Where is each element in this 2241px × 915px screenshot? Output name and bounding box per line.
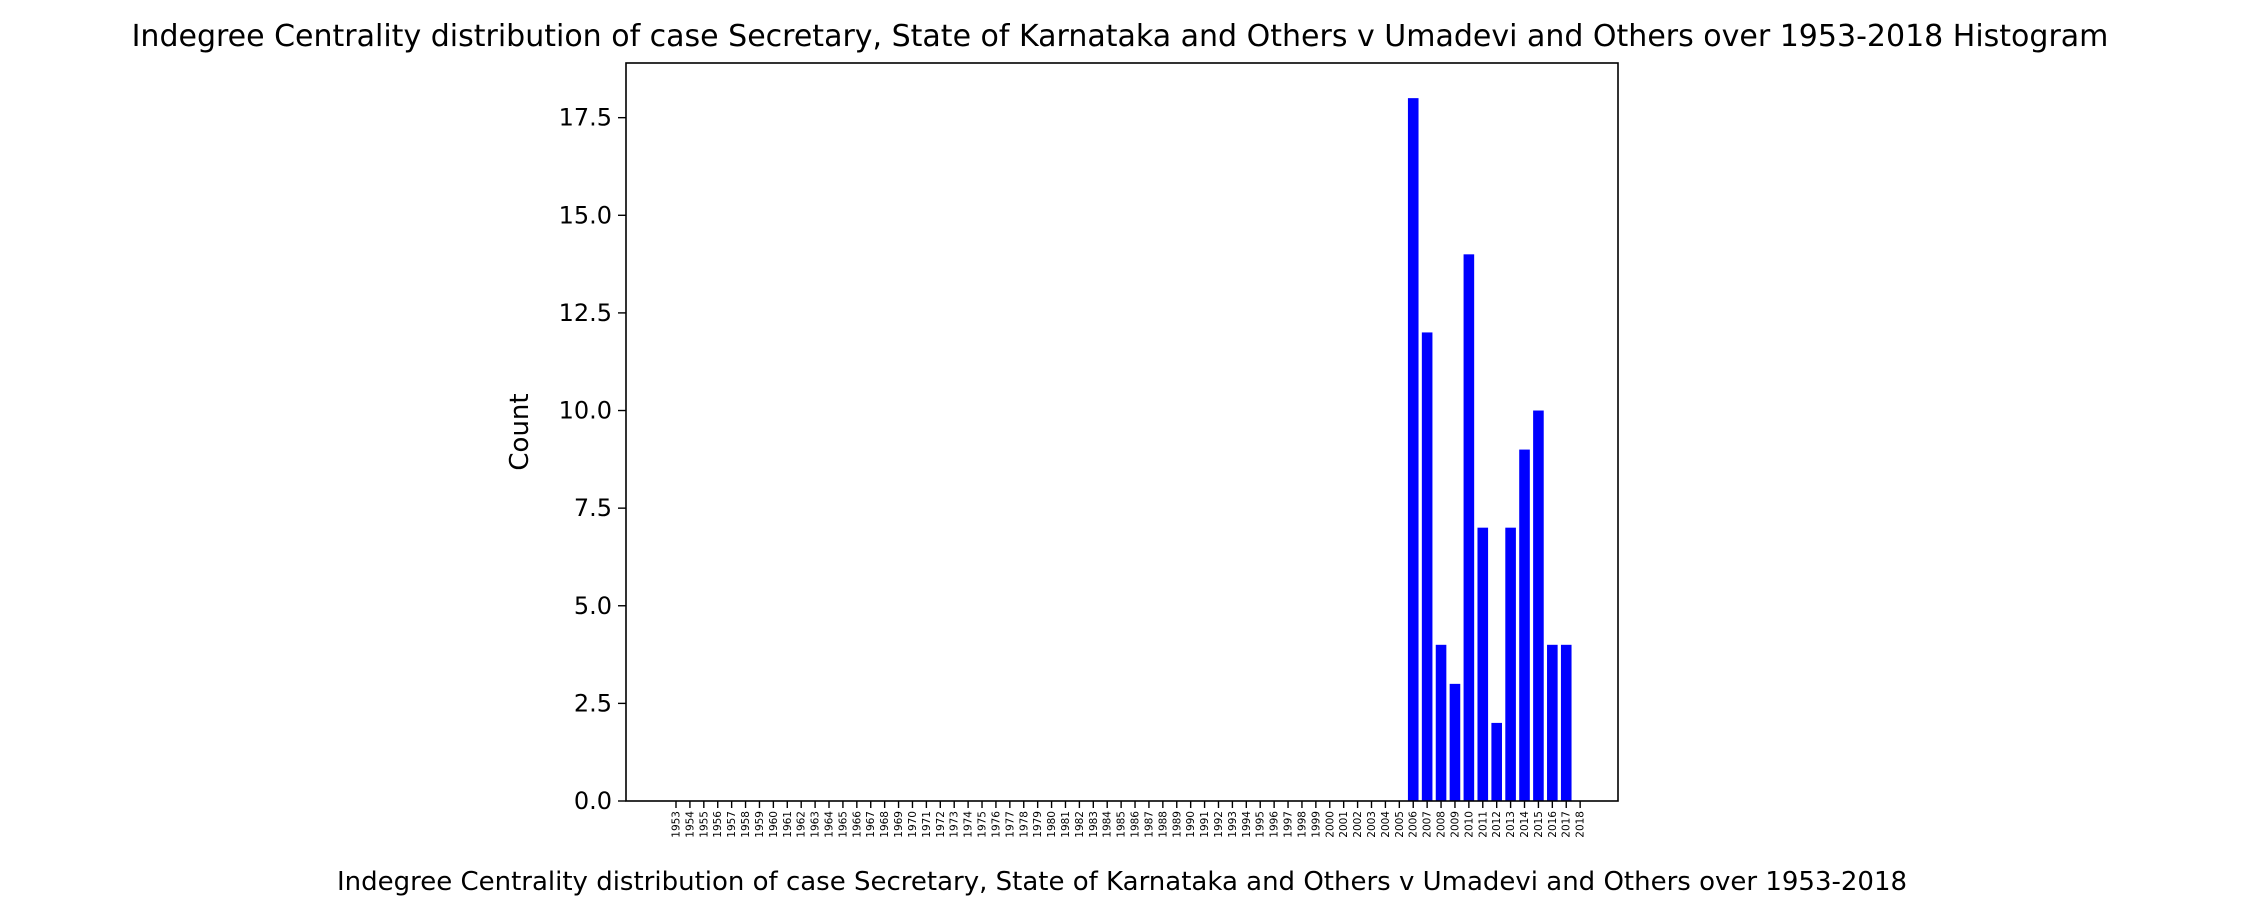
x-tick-label: 1963 xyxy=(810,811,822,838)
x-tick-label: 1954 xyxy=(684,811,696,838)
x-axis-ticks: 1953 1954 1955 1956 1957 1958 1959 1960 1961 1962… xyxy=(671,801,1587,838)
x-tick-label: 1981 xyxy=(1060,811,1072,838)
x-tick-label: 1968 xyxy=(879,811,891,838)
x-tick-label: 1974 xyxy=(963,811,975,838)
x-tick-label: 1997 xyxy=(1283,811,1295,838)
x-tick-label: 1964 xyxy=(824,811,836,838)
plot-frame xyxy=(625,62,1619,802)
x-tick-label: 1989 xyxy=(1171,811,1183,838)
x-tick-label: 1961 xyxy=(782,811,794,838)
bar-2008 xyxy=(1435,644,1447,801)
x-tick-label: 2008 xyxy=(1436,811,1448,838)
y-tick-label: 12.5 xyxy=(559,299,612,327)
y-tick-label: 15.0 xyxy=(559,201,612,229)
x-tick-label: 1988 xyxy=(1157,811,1169,838)
x-tick-label: 1999 xyxy=(1310,811,1322,838)
bar-2009 xyxy=(1449,683,1461,801)
bar-2017 xyxy=(1560,644,1572,801)
x-tick-label: 1980 xyxy=(1046,811,1058,838)
x-tick-label: 2006 xyxy=(1408,811,1420,838)
x-tick-label: 2013 xyxy=(1505,811,1517,838)
x-tick-label: 1970 xyxy=(907,811,919,838)
x-axis-label: Indegree Centrality distribution of case… xyxy=(337,867,1907,897)
y-tick-label: 7.5 xyxy=(574,494,612,522)
x-tick-label: 1995 xyxy=(1255,811,1267,838)
x-tick-label: 1955 xyxy=(698,811,710,838)
x-tick-label: 1985 xyxy=(1116,811,1128,838)
bar-2006 xyxy=(1407,98,1419,801)
x-tick-label: 1973 xyxy=(949,811,961,838)
bar-2012 xyxy=(1491,722,1502,801)
x-tick-label: 2012 xyxy=(1491,811,1503,838)
bar-2013 xyxy=(1505,527,1516,801)
x-tick-label: 2004 xyxy=(1380,811,1392,838)
x-tick-label: 1967 xyxy=(865,811,877,838)
x-tick-label: 2018 xyxy=(1575,811,1587,838)
x-tick-label: 1960 xyxy=(768,811,780,838)
y-tick-label: 0.0 xyxy=(574,787,612,815)
x-tick-label: 2007 xyxy=(1422,811,1434,838)
y-axis-ticks: 0.0 2.5 5.0 7.5 10.0 12.5 15.0 17.5 xyxy=(559,104,626,815)
x-tick-label: 1956 xyxy=(712,811,724,838)
x-tick-label: 1986 xyxy=(1130,811,1142,838)
x-tick-label: 1994 xyxy=(1241,811,1253,838)
bar-2010 xyxy=(1463,254,1475,801)
x-tick-label: 1977 xyxy=(1004,811,1016,838)
x-tick-label: 1982 xyxy=(1074,811,1086,838)
x-tick-label: 1991 xyxy=(1199,811,1211,838)
x-tick-label: 2017 xyxy=(1561,811,1573,838)
x-tick-label: 2009 xyxy=(1449,811,1461,838)
x-tick-label: 1965 xyxy=(837,811,849,838)
bar-2007 xyxy=(1421,332,1433,801)
x-tick-label: 1996 xyxy=(1269,811,1281,838)
x-tick-label: 2016 xyxy=(1547,811,1559,838)
y-tick-label: 2.5 xyxy=(574,689,612,717)
x-tick-label: 2001 xyxy=(1338,811,1350,838)
x-tick-label: 1972 xyxy=(935,811,947,838)
y-tick-label: 5.0 xyxy=(574,592,612,620)
x-tick-label: 1962 xyxy=(796,811,808,838)
x-tick-label: 1958 xyxy=(740,811,752,838)
x-tick-label: 1979 xyxy=(1032,811,1044,838)
x-tick-label: 1975 xyxy=(977,811,989,838)
x-tick-label: 1953 xyxy=(671,811,683,838)
x-tick-label: 1998 xyxy=(1296,811,1308,838)
bar-2011 xyxy=(1477,527,1489,801)
x-tick-label: 2014 xyxy=(1519,811,1531,838)
x-tick-label: 1959 xyxy=(754,811,766,838)
x-tick-label: 1969 xyxy=(893,811,905,838)
bars-layer xyxy=(1407,98,1572,801)
y-tick-label: 10.0 xyxy=(559,397,612,425)
x-tick-label: 1971 xyxy=(921,811,933,838)
x-tick-label: 2002 xyxy=(1352,811,1364,838)
x-tick-label: 2005 xyxy=(1394,811,1406,838)
x-tick-label: 1978 xyxy=(1018,811,1030,838)
y-tick-label: 17.5 xyxy=(559,104,612,132)
bar-2015 xyxy=(1533,410,1544,801)
x-tick-label: 2003 xyxy=(1366,811,1378,838)
x-tick-label: 2010 xyxy=(1463,811,1475,838)
bar-2014 xyxy=(1519,449,1530,801)
y-axis-label: Count xyxy=(505,393,535,470)
x-tick-label: 1976 xyxy=(990,811,1002,838)
x-tick-label: 1992 xyxy=(1213,811,1225,838)
x-tick-label: 1966 xyxy=(851,811,863,838)
chart-title: Indegree Centrality distribution of case… xyxy=(132,19,2109,54)
x-tick-label: 1957 xyxy=(726,811,738,838)
x-tick-label: 1993 xyxy=(1227,811,1239,838)
x-tick-label: 1990 xyxy=(1185,811,1197,838)
x-tick-label: 2000 xyxy=(1324,811,1336,838)
x-tick-label: 2011 xyxy=(1477,811,1489,838)
x-tick-label: 1984 xyxy=(1102,811,1114,838)
bar-2016 xyxy=(1547,644,1558,801)
x-tick-label: 1987 xyxy=(1143,811,1155,838)
x-tick-label: 2015 xyxy=(1533,811,1545,838)
x-tick-label: 1983 xyxy=(1088,811,1100,838)
